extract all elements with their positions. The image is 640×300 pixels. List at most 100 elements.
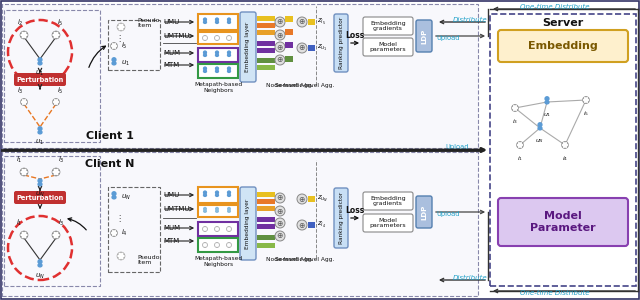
Text: Client 1: Client 1 bbox=[86, 131, 134, 141]
Text: Server: Server bbox=[542, 18, 584, 28]
Ellipse shape bbox=[204, 21, 207, 23]
Text: Pseudo
Item: Pseudo Item bbox=[137, 255, 159, 266]
Circle shape bbox=[122, 253, 123, 254]
Circle shape bbox=[53, 171, 54, 172]
Circle shape bbox=[54, 103, 56, 104]
Text: $\oplus$: $\oplus$ bbox=[276, 31, 284, 40]
Bar bbox=[257, 16, 275, 21]
Ellipse shape bbox=[204, 54, 207, 56]
Text: $z_{u_1}$: $z_{u_1}$ bbox=[317, 43, 328, 53]
Circle shape bbox=[57, 32, 58, 33]
Circle shape bbox=[584, 98, 586, 99]
Circle shape bbox=[275, 193, 285, 203]
Circle shape bbox=[58, 34, 59, 36]
Text: MUM: MUM bbox=[163, 50, 180, 56]
Circle shape bbox=[53, 234, 54, 236]
Text: One-time Distribute: One-time Distribute bbox=[520, 4, 589, 10]
Circle shape bbox=[227, 243, 231, 247]
Ellipse shape bbox=[38, 62, 42, 65]
Text: $\oplus$: $\oplus$ bbox=[276, 194, 284, 202]
Circle shape bbox=[22, 32, 23, 33]
Circle shape bbox=[53, 34, 54, 36]
Circle shape bbox=[215, 36, 219, 40]
FancyBboxPatch shape bbox=[334, 188, 348, 248]
Text: $u_N$: $u_N$ bbox=[121, 192, 131, 202]
Circle shape bbox=[203, 243, 207, 247]
Text: LDP: LDP bbox=[421, 28, 427, 44]
Bar bbox=[257, 206, 275, 211]
Circle shape bbox=[203, 227, 207, 231]
Circle shape bbox=[24, 100, 26, 101]
Bar bbox=[257, 41, 275, 46]
Bar bbox=[2, 152, 478, 296]
Circle shape bbox=[26, 171, 27, 172]
Text: Metapath-based
Neighbors: Metapath-based Neighbors bbox=[194, 256, 242, 267]
Text: $\oplus$: $\oplus$ bbox=[276, 232, 284, 241]
Circle shape bbox=[22, 232, 23, 233]
Ellipse shape bbox=[228, 210, 230, 212]
Circle shape bbox=[563, 146, 564, 147]
Circle shape bbox=[204, 208, 206, 210]
Circle shape bbox=[113, 45, 115, 47]
Circle shape bbox=[25, 32, 26, 33]
Text: Ranking predictor: Ranking predictor bbox=[339, 192, 344, 244]
Circle shape bbox=[514, 107, 516, 109]
Ellipse shape bbox=[538, 127, 542, 130]
Circle shape bbox=[58, 171, 59, 172]
Circle shape bbox=[227, 227, 231, 231]
Circle shape bbox=[118, 26, 119, 28]
Bar bbox=[285, 42, 293, 48]
Text: Loss: Loss bbox=[346, 31, 365, 40]
Text: $u_{N}$: $u_{N}$ bbox=[536, 137, 545, 145]
Circle shape bbox=[123, 255, 124, 256]
Circle shape bbox=[228, 228, 230, 230]
Circle shape bbox=[58, 234, 59, 236]
Text: Embedding layer: Embedding layer bbox=[246, 199, 250, 249]
Circle shape bbox=[21, 101, 22, 103]
Ellipse shape bbox=[216, 54, 218, 56]
Text: $u_1$: $u_1$ bbox=[35, 138, 45, 147]
Bar bbox=[198, 222, 238, 236]
Circle shape bbox=[22, 103, 24, 104]
Circle shape bbox=[119, 253, 120, 254]
Circle shape bbox=[54, 32, 55, 33]
Circle shape bbox=[518, 143, 520, 144]
Circle shape bbox=[115, 44, 116, 45]
Bar bbox=[308, 196, 315, 202]
Text: Embedding: Embedding bbox=[528, 41, 598, 51]
Circle shape bbox=[115, 234, 116, 235]
Text: Loss: Loss bbox=[346, 206, 365, 215]
Circle shape bbox=[111, 43, 117, 49]
Text: ⋮: ⋮ bbox=[115, 34, 123, 43]
Bar bbox=[490, 14, 636, 286]
Circle shape bbox=[204, 191, 207, 194]
Text: Node-level Agg.: Node-level Agg. bbox=[266, 83, 314, 88]
Text: $i_3$: $i_3$ bbox=[17, 86, 23, 96]
Bar bbox=[257, 235, 275, 240]
Circle shape bbox=[562, 142, 568, 148]
Circle shape bbox=[216, 228, 218, 230]
Circle shape bbox=[22, 37, 23, 38]
Text: Upload: Upload bbox=[436, 35, 460, 41]
Circle shape bbox=[57, 237, 58, 238]
Ellipse shape bbox=[38, 183, 42, 186]
Circle shape bbox=[520, 143, 522, 144]
Circle shape bbox=[297, 43, 307, 53]
Circle shape bbox=[38, 58, 42, 61]
Circle shape bbox=[54, 34, 58, 37]
Bar bbox=[198, 205, 238, 217]
FancyBboxPatch shape bbox=[240, 12, 256, 82]
Circle shape bbox=[117, 23, 125, 31]
Circle shape bbox=[205, 227, 206, 228]
Circle shape bbox=[520, 146, 522, 147]
Text: Distribute: Distribute bbox=[452, 17, 487, 23]
Text: $i_2$: $i_2$ bbox=[17, 18, 23, 28]
Circle shape bbox=[216, 208, 218, 210]
Bar bbox=[257, 199, 275, 204]
Circle shape bbox=[545, 97, 549, 101]
Circle shape bbox=[120, 254, 122, 257]
Text: Model
Parameter: Model Parameter bbox=[530, 211, 596, 233]
Circle shape bbox=[228, 18, 230, 21]
Circle shape bbox=[297, 194, 307, 204]
Circle shape bbox=[115, 231, 116, 232]
